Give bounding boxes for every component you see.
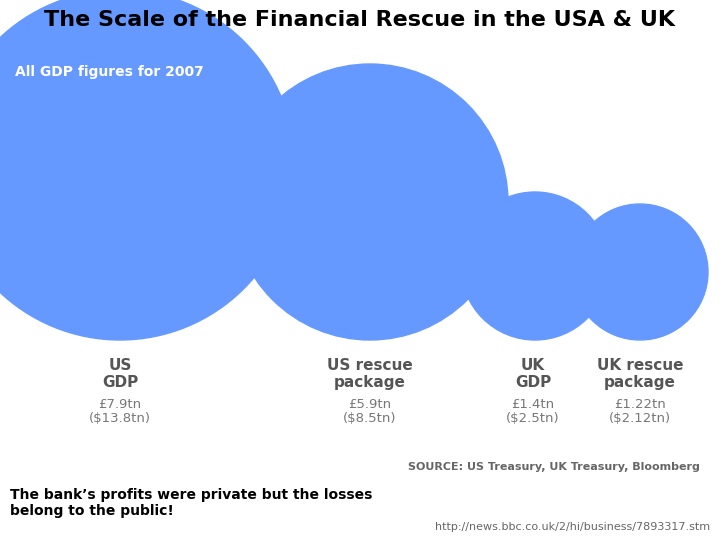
Text: £5.9tn: £5.9tn xyxy=(348,398,392,411)
Text: UK rescue
package: UK rescue package xyxy=(597,358,683,390)
Circle shape xyxy=(0,0,295,340)
Circle shape xyxy=(232,64,508,340)
Text: £7.9tn: £7.9tn xyxy=(99,398,142,411)
Text: UK
GDP: UK GDP xyxy=(515,358,551,390)
Text: US
GDP: US GDP xyxy=(102,358,138,390)
Text: US rescue
package: US rescue package xyxy=(327,358,413,390)
Text: £1.4tn: £1.4tn xyxy=(511,398,554,411)
Text: All GDP figures for 2007: All GDP figures for 2007 xyxy=(15,65,204,79)
Text: ($13.8tn): ($13.8tn) xyxy=(89,412,151,425)
Text: The Scale of the Financial Rescue in the USA & UK: The Scale of the Financial Rescue in the… xyxy=(45,10,675,30)
Text: £1.22tn: £1.22tn xyxy=(614,398,666,411)
Text: SOURCE: US Treasury, UK Treasury, Bloomberg: SOURCE: US Treasury, UK Treasury, Bloomb… xyxy=(408,462,700,472)
Text: ($2.12tn): ($2.12tn) xyxy=(609,412,671,425)
Text: ($2.5tn): ($2.5tn) xyxy=(506,412,560,425)
Text: ($8.5tn): ($8.5tn) xyxy=(343,412,397,425)
Circle shape xyxy=(461,192,609,340)
Text: The bank’s profits were private but the losses
belong to the public!: The bank’s profits were private but the … xyxy=(10,488,372,518)
Circle shape xyxy=(572,204,708,340)
Text: http://news.bbc.co.uk/2/hi/business/7893317.stm: http://news.bbc.co.uk/2/hi/business/7893… xyxy=(435,522,710,532)
